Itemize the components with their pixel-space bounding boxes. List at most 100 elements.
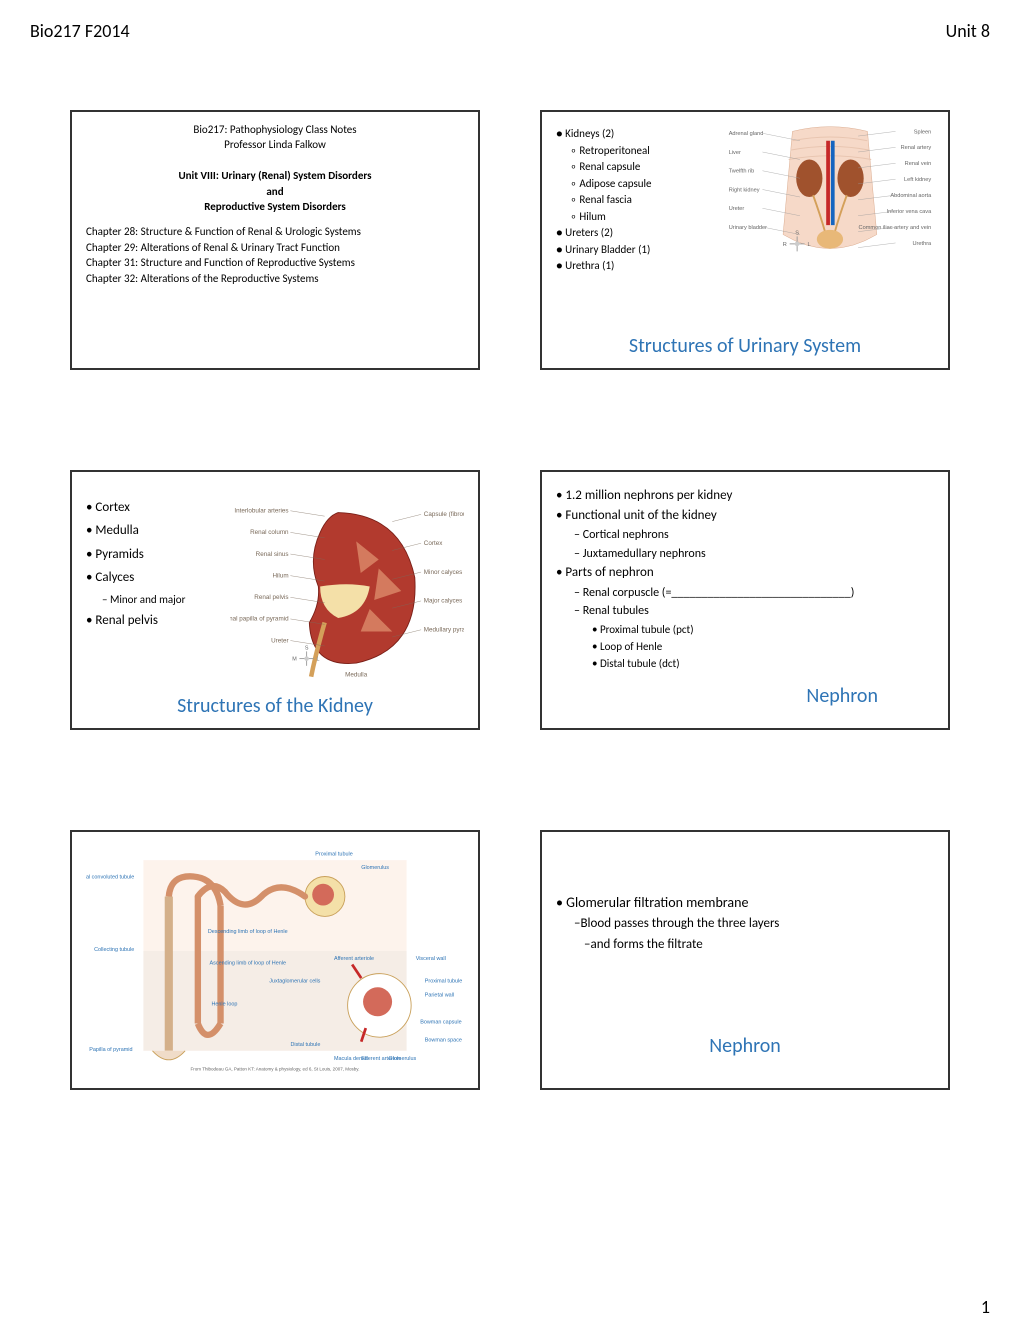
svg-text:Right kidney: Right kidney [729,187,760,193]
s4-item: Renal tubules [556,602,934,621]
s4-item: Parts of nephron [556,563,934,583]
urinary-system-diagram-icon: Adrenal gland Liver Twelfth rib Right kidne… [726,122,934,272]
slide-4: 1.2 million nephrons per kidneyFunctiona… [540,470,950,730]
s4-item: Renal corpuscle (=______________________… [556,584,934,603]
s3-item: Minor and major [86,590,230,610]
s3-list: CortexMedullaPyramidsCalycesMinor and ma… [86,482,230,700]
slides-grid: Bio217: Pathophysiology Class Notes Prof… [70,110,950,1090]
svg-text:Ureter: Ureter [729,206,745,212]
svg-text:Urethra: Urethra [913,241,933,247]
svg-text:Juxtaglomerular cells: Juxtaglomerular cells [269,979,320,985]
header-left: Bio217 F2014 [30,20,130,42]
s3-item: Calyces [86,566,230,589]
s1-line2: Professor Linda Falkow [86,137,464,152]
s2-item: Urinary Bladder (1) [556,242,726,259]
svg-text:Ascending limb of loop of Henl: Ascending limb of loop of Henle [210,961,286,967]
svg-text:Left kidney: Left kidney [904,177,931,183]
kidney-diagram-icon: Interlobular arteries Renal column Renal s… [230,482,464,700]
svg-text:Proximal tubule: Proximal tubule [425,979,462,985]
s1-ch29: Chapter 29: Alterations of Renal & Urina… [86,240,464,255]
s1-ch32: Chapter 32: Alterations of the Reproduct… [86,271,464,286]
svg-text:Renal papilla of pyramid: Renal papilla of pyramid [230,616,289,623]
svg-text:Bowman space: Bowman space [425,1038,462,1044]
s6-b2a: Blood passes through the three layers [556,914,934,935]
s2-item: Renal capsule [556,159,726,176]
svg-text:Adrenal gland: Adrenal gland [729,131,764,137]
svg-text:Renal vein: Renal vein [905,161,932,167]
svg-text:Henle loop: Henle loop [211,1001,237,1007]
s6-content: Glomerular filtration membrane Blood pas… [556,842,934,956]
s1-ch31: Chapter 31: Structure and Function of Re… [86,255,464,270]
s3-title: Structures of the Kidney [86,694,464,718]
s4-item: 1.2 million nephrons per kidney [556,486,934,506]
svg-text:Papilla of pyramid: Papilla of pyramid [89,1047,132,1053]
svg-text:From Thibodeau GA, Patton KT:: From Thibodeau GA, Patton KT: Anatomy & … [191,1067,360,1072]
svg-text:L: L [316,656,319,662]
svg-text:Capsule (fibrous): Capsule (fibrous) [423,511,464,518]
svg-text:R: R [783,242,787,248]
svg-text:Major calyces: Major calyces [423,598,462,605]
svg-text:S: S [304,646,308,652]
svg-text:Descending limb of loop of Hen: Descending limb of loop of Henle [208,929,288,935]
svg-text:Renal pelvis: Renal pelvis [254,594,288,601]
s4-item: Proximal tubule (pct) [556,621,934,638]
svg-text:Interlobular arteries: Interlobular arteries [234,508,288,515]
s2-item: Kidneys (2) [556,126,726,143]
svg-text:Ureter: Ureter [271,637,289,644]
s4-list: 1.2 million nephrons per kidneyFunctiona… [556,482,934,672]
s3-item: Renal pelvis [86,609,230,632]
svg-text:Glomerulus: Glomerulus [388,1056,416,1062]
s4-item: Loop of Henle [556,638,934,655]
s2-item: Hilum [556,209,726,226]
s3-item: Cortex [86,496,230,519]
s2-item: Ureters (2) [556,225,726,242]
s1-unit3: Reproductive System Disorders [86,199,464,214]
svg-text:Twelfth rib: Twelfth rib [729,169,755,175]
slide-3: CortexMedullaPyramidsCalycesMinor and ma… [70,470,480,730]
s1-unit2: and [86,184,464,199]
svg-text:Renal artery: Renal artery [901,145,932,151]
svg-text:Bowman capsule: Bowman capsule [420,1020,461,1026]
s3-diagram: Interlobular arteries Renal column Renal s… [230,482,464,700]
svg-text:L: L [808,242,811,248]
svg-text:Distal convoluted tubule: Distal convoluted tubule [86,874,134,880]
s2-item: Urethra (1) [556,258,726,275]
s6-b2b: and forms the filtrate [556,935,934,956]
svg-text:Parietal wall: Parietal wall [425,992,454,998]
svg-text:Urinary bladder: Urinary bladder [729,225,767,231]
svg-text:M: M [292,656,297,662]
svg-text:Renal sinus: Renal sinus [255,551,288,558]
nephron-diagram-icon: Proximal tubule Glomerulus Distal convolut… [86,842,464,1078]
s4-item: Distal tubule (dct) [556,655,934,672]
s2-diagram: Adrenal gland Liver Twelfth rib Right kidne… [726,122,934,330]
s3-item: Medulla [86,519,230,542]
s2-item: Renal fascia [556,192,726,209]
svg-text:Visceral wall: Visceral wall [416,956,446,962]
s2-list: Kidneys (2)RetroperitonealRenal capsuleA… [556,122,726,330]
slide-6: Glomerular filtration membrane Blood pas… [540,830,950,1090]
svg-text:Renal column: Renal column [250,529,289,536]
s1-line1: Bio217: Pathophysiology Class Notes [86,122,464,137]
slide-2: Kidneys (2)RetroperitonealRenal capsuleA… [540,110,950,370]
s3-item: Pyramids [86,543,230,566]
slide-1: Bio217: Pathophysiology Class Notes Prof… [70,110,480,370]
svg-text:S: S [795,231,799,237]
s2-item: Adipose capsule [556,176,726,193]
svg-text:Cortex: Cortex [423,540,442,547]
svg-text:Liver: Liver [729,150,741,156]
slide-5: Proximal tubule Glomerulus Distal convolut… [70,830,480,1090]
s4-item: Juxtamedullary nephrons [556,545,934,564]
header-right: Unit 8 [946,20,990,42]
svg-text:Abdominal aorta: Abdominal aorta [890,193,932,199]
s2-title: Structures of Urinary System [556,334,934,358]
s4-item: Cortical nephrons [556,526,934,545]
svg-text:Spleen: Spleen [914,129,931,135]
svg-text:Inferior vena cava: Inferior vena cava [887,209,932,215]
s4-title: Nephron [806,684,878,708]
s1-ch28: Chapter 28: Structure & Function of Rena… [86,224,464,239]
svg-text:Afferent arteriole: Afferent arteriole [334,956,374,962]
svg-text:Medulla: Medulla [345,672,368,679]
svg-text:Medullary pyramid: Medullary pyramid [423,627,464,634]
s2-item: Retroperitoneal [556,143,726,160]
svg-text:Proximal tubule: Proximal tubule [315,852,352,858]
